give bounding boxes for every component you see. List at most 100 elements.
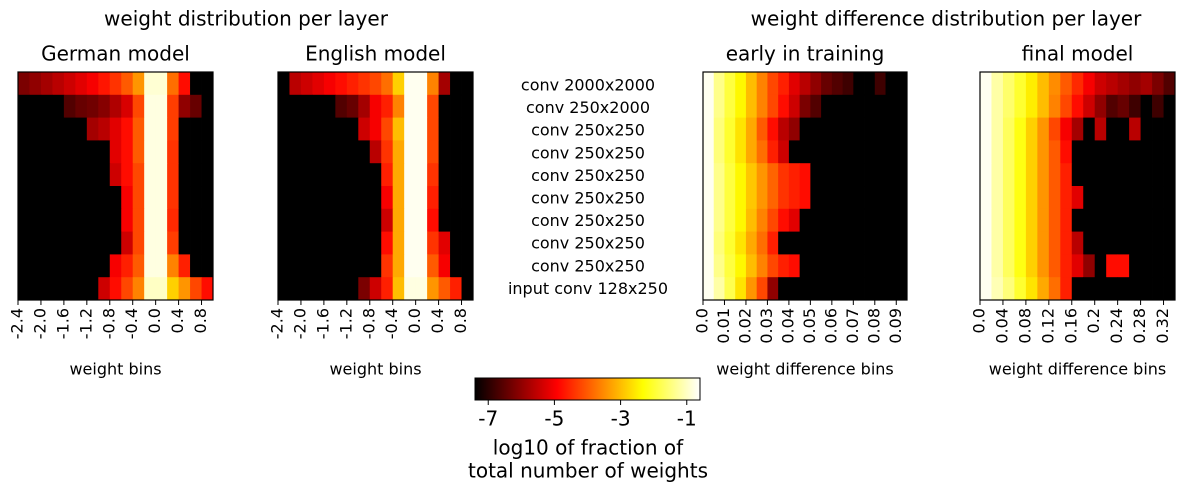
x-tick-label: 0.06 <box>821 308 840 344</box>
heatmap-cell <box>201 117 214 141</box>
heatmap-cell <box>18 186 30 210</box>
heatmap-cell <box>86 72 99 96</box>
heatmap-cell <box>392 140 405 164</box>
heatmap-cell <box>713 254 725 278</box>
heatmap-cell <box>278 231 290 255</box>
heatmap-cell <box>278 94 290 118</box>
heatmap-cell <box>109 140 122 164</box>
heatmap-cell <box>461 163 474 187</box>
heatmap-cell <box>109 94 122 118</box>
x-tick-label: -1.6 <box>53 308 72 339</box>
heatmap-cell <box>52 186 65 210</box>
heatmap-cell <box>778 94 790 118</box>
heatmap-cell <box>991 208 1004 232</box>
heatmap-cell <box>1071 94 1084 118</box>
heatmap-cell <box>745 186 758 210</box>
heatmap-cell <box>874 231 886 255</box>
heatmap-cell <box>450 94 462 118</box>
heatmap-cell <box>323 94 336 118</box>
heatmap-cell <box>278 277 290 301</box>
heatmap-cell <box>40 254 53 278</box>
heatmap-cell <box>29 72 42 96</box>
heatmap-cell <box>201 277 214 301</box>
heatmap-cell <box>369 186 382 210</box>
heatmap-cell <box>201 186 214 210</box>
heatmap-cell <box>40 140 53 164</box>
heatmap-cell <box>335 186 348 210</box>
heatmap-cell <box>1014 254 1027 278</box>
heatmap-cell <box>323 208 336 232</box>
heatmap-cell <box>450 163 462 187</box>
heatmap-cell <box>1002 117 1015 141</box>
heatmap-cell <box>300 186 313 210</box>
heatmap-cell <box>831 254 843 278</box>
heatmap-cell <box>438 186 451 210</box>
heatmap-cell <box>703 72 715 96</box>
heatmap-cell <box>788 72 801 96</box>
heatmap-cell <box>335 254 348 278</box>
heatmap-cell <box>278 72 290 96</box>
heatmap-cell <box>831 186 843 210</box>
heatmap-cell <box>450 208 462 232</box>
heatmap-cell <box>980 117 992 141</box>
heatmap-cell <box>98 140 111 164</box>
heatmap-cell <box>201 72 214 96</box>
heatmap-cell <box>415 186 428 210</box>
heatmap-cell <box>404 277 417 301</box>
heatmap-cell <box>991 72 1004 96</box>
heatmap-cell <box>155 163 168 187</box>
heatmap-cell <box>724 94 736 118</box>
heatmap-cell <box>1117 254 1130 278</box>
heatmap-cell <box>167 72 179 96</box>
heatmap-cell <box>842 254 854 278</box>
heatmap-cell <box>1071 72 1084 96</box>
heatmap-cell <box>461 117 474 141</box>
heatmap-cell <box>885 254 897 278</box>
heatmap-cell <box>703 163 715 187</box>
heatmap-cell <box>167 94 179 118</box>
heatmap-cell <box>98 208 111 232</box>
heatmap-cell <box>52 208 65 232</box>
heatmap-cell <box>346 140 359 164</box>
heatmap-cell <box>86 186 99 210</box>
heatmap-cell <box>724 254 736 278</box>
heatmap-cell <box>381 72 394 96</box>
heatmap-cell <box>1025 208 1038 232</box>
heatmap-cell <box>132 140 145 164</box>
axes-frame <box>979 71 1176 301</box>
heatmap-cell <box>335 117 348 141</box>
heatmap-cell <box>121 163 134 187</box>
heatmap-cell <box>438 208 451 232</box>
heatmap-cell <box>75 277 88 301</box>
heatmap-cell <box>1048 231 1061 255</box>
heatmap-cell <box>767 277 779 301</box>
heatmap-cell <box>724 72 736 96</box>
heatmap-cell <box>427 140 439 164</box>
row-label: input conv 128x250 <box>508 279 668 298</box>
row-label: conv 250x2000 <box>526 98 650 117</box>
heatmap-cell <box>144 163 157 187</box>
heatmap-cell <box>201 94 214 118</box>
heatmap-cell <box>767 208 779 232</box>
heatmap-cell <box>29 117 42 141</box>
heatmap-cell <box>1163 94 1176 118</box>
heatmap-cell <box>703 117 715 141</box>
x-tick-label: -2.4 <box>268 308 287 339</box>
heatmap-cell <box>132 72 145 96</box>
heatmap-cell <box>121 94 134 118</box>
heatmap-cell <box>190 140 202 164</box>
heatmap-cell <box>369 117 382 141</box>
heatmap-cell <box>155 254 168 278</box>
heatmap-cell <box>1094 277 1107 301</box>
heatmap-cell <box>1163 231 1176 255</box>
heatmap-cell <box>853 163 865 187</box>
heatmap-cell <box>713 72 725 96</box>
row-label: conv 250x250 <box>531 121 645 140</box>
heatmap-cell <box>346 94 359 118</box>
heatmap-cell <box>1002 72 1015 96</box>
heatmap-cell <box>980 94 992 118</box>
heatmap-cell <box>703 94 715 118</box>
heatmap-cell <box>190 94 202 118</box>
heatmap-cell <box>1083 72 1096 96</box>
heatmap-cell <box>1048 140 1061 164</box>
